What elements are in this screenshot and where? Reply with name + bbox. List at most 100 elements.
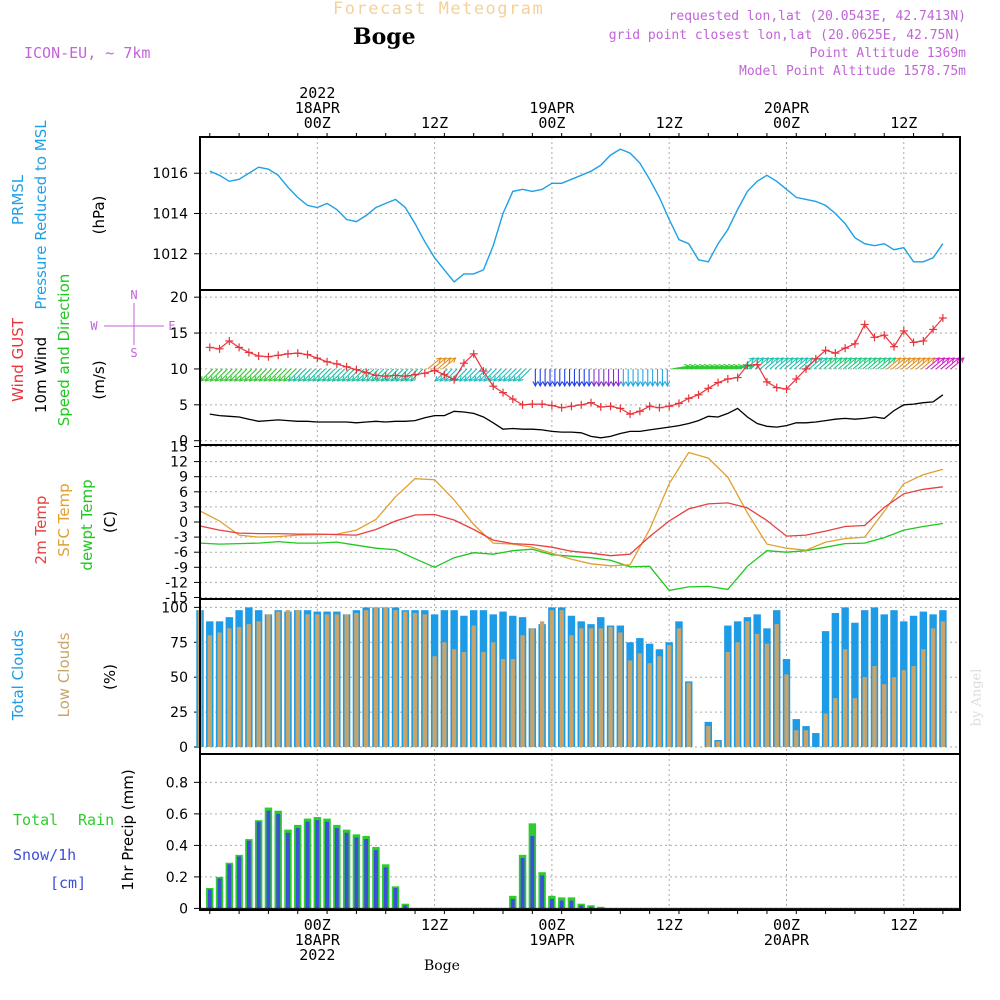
y-tick-label: 50	[170, 670, 188, 686]
low-cloud-bar	[637, 653, 643, 748]
snow-bar	[364, 839, 369, 909]
wind-arrow-head	[435, 357, 442, 363]
wind-arrow-head	[654, 381, 661, 388]
wind-arrow-head	[591, 381, 597, 388]
low-cloud-bar	[285, 610, 291, 748]
y-tick-label: -6	[174, 545, 188, 561]
wind-arrow-head	[919, 357, 926, 363]
snow-bar	[246, 840, 251, 909]
wind-arrow-head	[307, 376, 314, 382]
wind-arrow-head	[880, 357, 887, 363]
low-cloud-bar	[305, 614, 310, 748]
y-tick-label: 0.8	[166, 775, 188, 791]
wind-arrow-head	[836, 357, 843, 363]
low-cloud-bar	[842, 649, 848, 748]
wind-arrow	[847, 357, 862, 370]
low-cloud-bar	[461, 652, 467, 748]
wind-arrow	[789, 357, 803, 370]
wind-arrow-head	[949, 357, 955, 363]
wind-arrow	[779, 357, 794, 370]
y-tick-label: 0	[179, 901, 188, 917]
pressure-unit: (hPa)	[90, 196, 108, 235]
wind-arrow-head	[875, 357, 882, 363]
y-tick-label: 15	[170, 326, 188, 342]
low-cloud-bar	[256, 621, 261, 748]
wind-arrow	[219, 368, 233, 382]
snow-bar	[549, 898, 554, 909]
time-label-bottom: 12Z	[656, 916, 683, 934]
wind-arrow	[916, 357, 930, 370]
snow-bar	[579, 905, 584, 909]
precip-total-label: Total	[13, 811, 58, 829]
wind-arrow	[342, 368, 355, 382]
dewpt-label: dewpt Temp	[78, 479, 96, 570]
low-cloud-bar	[872, 666, 877, 748]
wind-arrow	[813, 357, 828, 370]
wind-arrow-head	[371, 376, 377, 382]
sfc-temp-line	[199, 451, 944, 567]
wind-arrow	[872, 357, 886, 370]
snow-bar	[266, 810, 271, 909]
wind-arrow-head	[395, 376, 402, 382]
pressure-label: PRMSL	[9, 174, 27, 225]
low-cloud-bar	[882, 684, 887, 748]
wind-arrow-head	[758, 357, 765, 363]
wind-arrow-head	[312, 376, 319, 382]
wind-arrow-head	[630, 381, 636, 388]
wind-arrow	[735, 365, 753, 370]
compass-w: W	[90, 319, 98, 333]
low-cloud-bar	[266, 614, 271, 748]
wind-arrow-head	[434, 376, 441, 382]
low-cloud-bar	[618, 632, 623, 748]
wind-arrow-head	[620, 381, 627, 388]
wind-arrow-head	[787, 357, 794, 363]
wind-arrow-head	[905, 357, 911, 363]
wind-arrow-head	[440, 357, 447, 363]
wind-arrow-head	[385, 376, 392, 382]
wind-arrow-head	[763, 357, 770, 363]
wind-arrow	[891, 357, 906, 370]
wind-arrow-head	[571, 381, 578, 388]
low-cloud-bar	[676, 628, 682, 748]
low-cloud-bar	[755, 633, 760, 748]
wind-unit: (m/s)	[90, 360, 108, 399]
wind-arrow-head	[498, 376, 504, 382]
y-tick-label: 0.2	[166, 870, 188, 886]
snow-bar	[373, 850, 378, 909]
wind-arrow	[312, 368, 326, 382]
wind-arrow-head	[556, 381, 563, 388]
wind-arrow-head	[895, 357, 902, 363]
precip-unit: 1hr Precip (mm)	[119, 769, 137, 890]
snow-bar	[237, 856, 242, 909]
wind-arrow	[774, 357, 789, 370]
grid-lines	[200, 137, 960, 910]
wind-arrow-head	[841, 357, 848, 363]
low-cloud-bar	[764, 643, 770, 748]
wind-arrow-head	[532, 381, 539, 388]
low-cloud-bar	[735, 642, 740, 748]
wind-arrow	[833, 357, 847, 370]
wind-arrow	[877, 357, 891, 370]
time-label-bottom: 19APR	[529, 931, 575, 949]
wind-arrow	[945, 357, 960, 370]
snow-bar	[295, 828, 300, 909]
wind-arrow-head	[463, 376, 470, 382]
wind-arrow	[911, 357, 926, 370]
wind-arrow-head	[900, 357, 907, 363]
y-tick-label: -9	[174, 560, 188, 576]
wind-arrow-head	[258, 376, 265, 382]
wind-arrow	[867, 357, 882, 370]
wind-arrow	[896, 357, 911, 370]
wind-arrow-head	[346, 376, 353, 382]
low-cloud-bar	[598, 628, 603, 748]
low-cloud-bar	[324, 614, 330, 748]
wind-arrow	[935, 357, 950, 370]
footer-location: Boge	[424, 958, 460, 974]
wind-arrow	[498, 368, 512, 382]
wind-arrow-head	[542, 381, 549, 388]
compass-icon	[104, 303, 164, 345]
y-tick-label: 0	[179, 434, 188, 450]
y-tick-label: 20	[170, 290, 188, 306]
wind-speed-line	[209, 394, 944, 439]
low-cloud-bar	[217, 632, 222, 748]
